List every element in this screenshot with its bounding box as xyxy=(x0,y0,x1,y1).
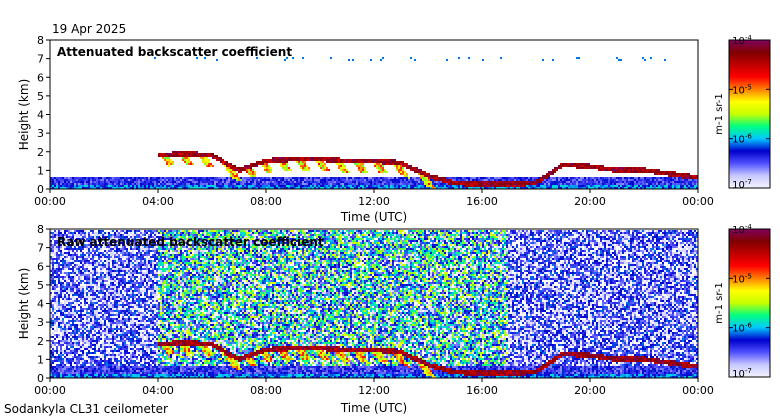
y-tick-label: 5 xyxy=(37,90,44,103)
x-tick-label: 16:00 xyxy=(466,195,498,208)
colorbar-tick-label: 10-7 xyxy=(732,367,752,380)
x-tick-label: 08:00 xyxy=(250,384,282,397)
x-axis: 00:00 04:00 08:00 12:00 16:00 20:00 00:00 xyxy=(34,189,714,208)
x-tick-label: 20:00 xyxy=(574,195,606,208)
colorbar-swatch xyxy=(728,228,771,378)
y-tick-label: 2 xyxy=(37,335,44,348)
panel-raw-backscatter: Raw attenuated backscatter coefficient 0… xyxy=(17,223,714,415)
y-tick-label: 3 xyxy=(37,316,44,329)
y-tick-label: 6 xyxy=(37,260,44,273)
backscatter-field xyxy=(50,230,698,378)
y-tick-label: 8 xyxy=(37,223,44,236)
y-axis-label: Height (km) xyxy=(17,268,31,339)
y-tick-label: 0 xyxy=(37,372,44,385)
x-tick-label: 04:00 xyxy=(142,384,174,397)
colorbar-label: m-1 sr-1 xyxy=(714,282,725,324)
colorbar-swatch xyxy=(728,39,771,189)
x-tick-label: 00:00 xyxy=(34,195,66,208)
colorbar-top: 10-710-610-510-4 m-1 sr-1 xyxy=(714,34,771,191)
x-tick-label: 08:00 xyxy=(250,195,282,208)
x-axis: 00:00 04:00 08:00 12:00 16:00 20:00 00:00 xyxy=(34,378,714,397)
y-tick-label: 1 xyxy=(37,353,44,366)
x-tick-label: 12:00 xyxy=(358,195,390,208)
y-axis: 0 1 2 3 4 5 6 7 8 xyxy=(37,223,50,385)
x-axis-label: Time (UTC) xyxy=(340,210,407,224)
y-tick-label: 5 xyxy=(37,279,44,292)
backscatter-field xyxy=(50,57,698,189)
y-axis-label: Height (km) xyxy=(17,79,31,150)
colorbar-tick-label: 10-7 xyxy=(732,178,752,191)
y-tick-label: 7 xyxy=(37,242,44,255)
site-label: Sodankyla CL31 ceilometer xyxy=(4,402,168,416)
y-axis: 0 1 2 3 4 5 6 7 8 xyxy=(37,34,50,196)
x-tick-label: 00:00 xyxy=(682,384,714,397)
x-tick-label: 16:00 xyxy=(466,384,498,397)
y-tick-label: 1 xyxy=(37,164,44,177)
y-tick-label: 6 xyxy=(37,71,44,84)
colorbar-label: m-1 sr-1 xyxy=(714,93,725,135)
x-axis-label: Time (UTC) xyxy=(340,401,407,415)
y-tick-label: 8 xyxy=(37,34,44,47)
x-tick-label: 20:00 xyxy=(574,384,606,397)
date-label: 19 Apr 2025 xyxy=(52,22,126,36)
y-tick-label: 2 xyxy=(37,146,44,159)
x-tick-label: 12:00 xyxy=(358,384,390,397)
panel-title: Raw attenuated backscatter coefficient xyxy=(57,235,324,249)
y-tick-label: 0 xyxy=(37,183,44,196)
y-tick-label: 4 xyxy=(37,109,44,122)
x-tick-label: 04:00 xyxy=(142,195,174,208)
y-tick-label: 7 xyxy=(37,53,44,66)
y-tick-label: 3 xyxy=(37,127,44,140)
x-tick-label: 00:00 xyxy=(34,384,66,397)
panel-title: Attenuated backscatter coefficient xyxy=(57,45,292,59)
panel-attenuated-backscatter: Attenuated backscatter coefficient 0 1 2 3 4… xyxy=(17,34,714,224)
y-tick-label: 4 xyxy=(37,298,44,311)
x-tick-label: 00:00 xyxy=(682,195,714,208)
colorbar-bottom: 10-710-610-510-4 m-1 sr-1 xyxy=(714,223,771,380)
